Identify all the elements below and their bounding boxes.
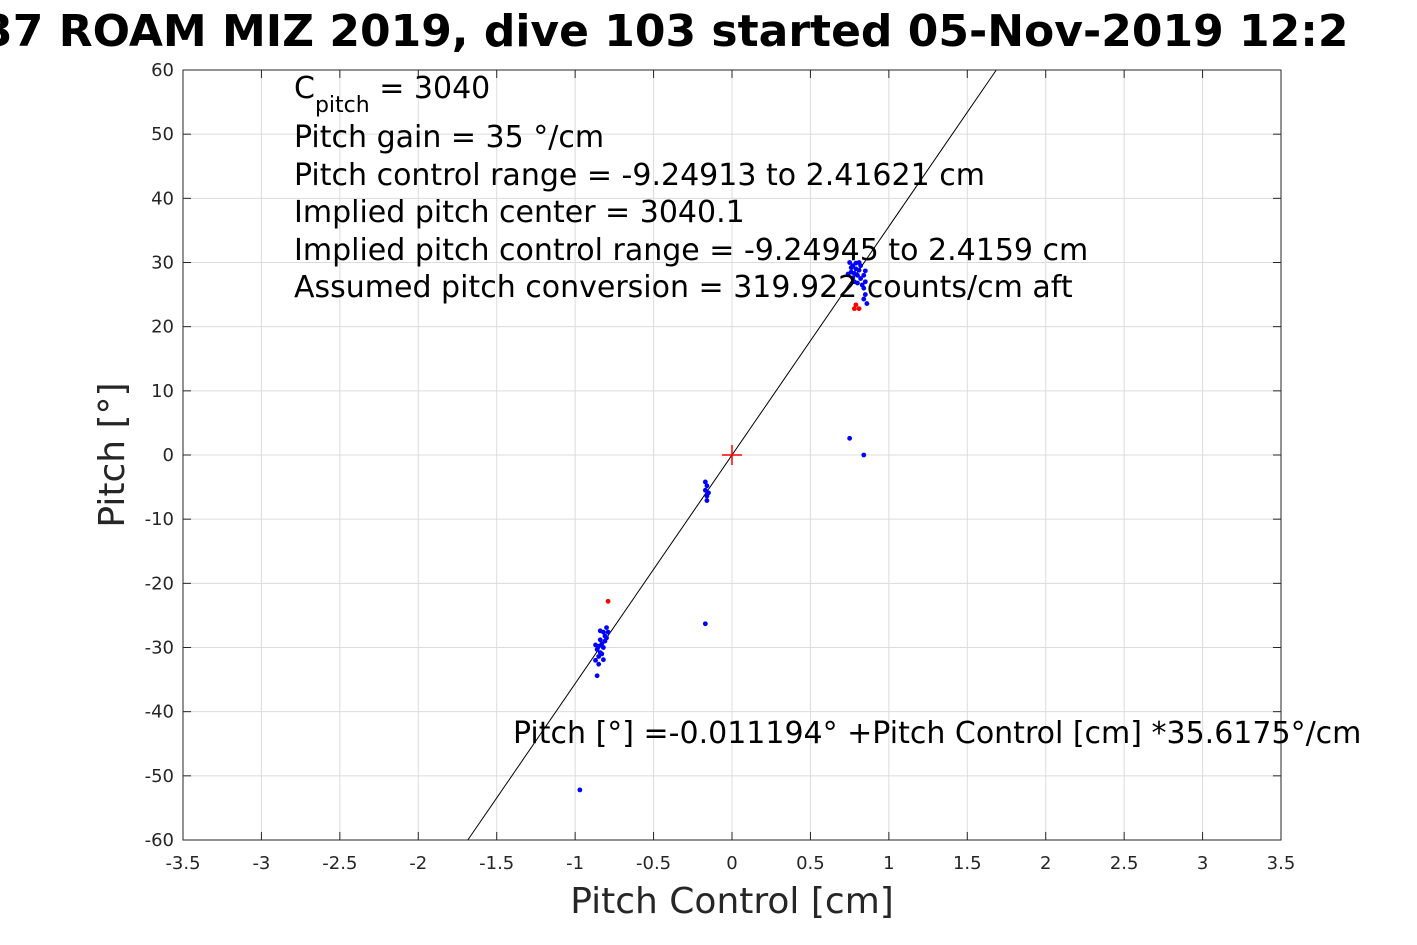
data-point [856,267,862,273]
data-point [855,280,860,286]
data-point [600,657,606,663]
y-tick-label: 60 [151,60,174,81]
y-tick-label: -20 [145,573,174,594]
chart-title: 537 ROAM MIZ 2019, dive 103 started 05-N… [0,6,1348,57]
data-point [853,302,859,308]
data-point [577,787,583,793]
center-marker [722,445,742,465]
data-point [862,292,868,297]
data-point [862,268,868,274]
data-point [850,275,856,281]
data-point [594,673,600,679]
data-point [704,498,710,503]
data-point [851,306,857,312]
data-point [851,271,857,276]
x-tick-label: 3.5 [1267,853,1296,874]
data-point [605,598,611,604]
data-point [702,479,708,485]
data-point [861,272,867,278]
x-tick-label: 0.5 [796,853,825,874]
y-axis-label: Pitch [°] [92,382,133,527]
annotation-implied-pitch-center: Implied pitch center = 3040.1 [294,195,745,230]
data-point [864,301,870,306]
data-point [862,279,868,285]
x-tick-label: 2 [1040,853,1051,874]
data-point [861,452,867,458]
x-tick-label: -1 [566,853,584,874]
fit-equation-label: Pitch [°] =-0.011194° +Pitch Control [cm… [513,716,1361,751]
data-points [577,260,870,793]
data-point [597,628,603,634]
annotation-implied-pitch-control-range: Implied pitch control range = -9.24945 t… [294,233,1088,268]
data-point [594,647,600,652]
data-point [847,260,853,265]
x-tick-label: 0 [726,853,737,874]
x-tick-label: -0.5 [636,853,671,874]
x-tick-label: -3.5 [165,853,200,874]
annotation-assumed-pitch-conversion: Assumed pitch conversion = 319.922 count… [294,270,1073,305]
x-tick-label: -2 [409,853,427,874]
data-point [856,306,862,312]
annotation-pitch-gain: Pitch gain = 35 °/cm [294,120,604,155]
data-point [596,661,602,667]
data-point [605,629,611,635]
data-point [858,276,864,281]
data-point [845,271,851,277]
x-tick-label: 1.5 [953,853,982,874]
y-tick-label: 50 [151,124,174,145]
data-point [858,263,864,269]
axis-ticks: -3.5 -3 -2.5 -2 -1.5 -1 -0.5 0 0.5 1 1.5 2 2.5 3 3.5 60… [145,60,1296,874]
data-point [704,483,710,489]
data-point [861,285,867,291]
y-tick-label: -60 [145,830,174,851]
annotation-pitch-control-range: Pitch control range = -9.24913 to 2.4162… [294,158,985,193]
y-tick-label: -30 [145,638,174,659]
data-point [848,265,854,271]
data-point [861,296,867,302]
annotation-block: Cpitch = 3040 Pitch gain = 35 °/cm Pitch… [294,71,1088,305]
y-tick-label: -40 [145,702,174,723]
data-point [704,493,710,499]
data-point [600,645,606,650]
x-axis-label: Pitch Control [cm] [570,881,894,922]
y-tick-label: 30 [151,253,174,274]
y-tick-label: 0 [163,445,174,466]
x-tick-label: 1 [883,853,894,874]
data-point [599,651,605,657]
data-point [847,435,853,441]
x-tick-label: -2.5 [322,853,357,874]
x-tick-label: -1.5 [479,853,514,874]
x-tick-label: -3 [252,853,270,874]
x-tick-label: 3 [1197,853,1208,874]
data-point [604,625,609,631]
data-point [593,642,598,648]
data-point [593,657,598,663]
data-point [604,635,609,641]
x-tick-label: 2.5 [1110,853,1139,874]
data-point [702,621,708,627]
annotation-c-pitch: Cpitch = 3040 [294,71,490,118]
y-tick-label: 40 [151,188,174,209]
data-point [597,637,603,643]
y-tick-label: -10 [145,509,174,530]
y-tick-label: -50 [145,766,174,787]
y-tick-label: 20 [151,317,174,338]
y-tick-label: 10 [151,381,174,402]
